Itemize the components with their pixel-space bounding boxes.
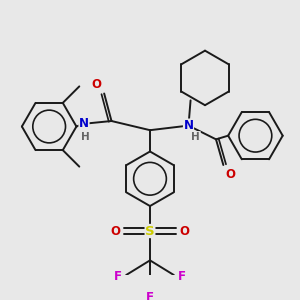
- Text: H: H: [82, 132, 90, 142]
- Text: O: O: [180, 224, 190, 238]
- Text: F: F: [114, 270, 122, 284]
- Text: N: N: [79, 117, 89, 130]
- Text: O: O: [92, 78, 102, 91]
- Text: F: F: [146, 290, 154, 300]
- Text: H: H: [191, 132, 200, 142]
- Text: O: O: [110, 224, 120, 238]
- Text: S: S: [145, 224, 155, 238]
- Text: F: F: [178, 270, 186, 284]
- Text: O: O: [226, 168, 236, 181]
- Text: N: N: [184, 119, 194, 132]
